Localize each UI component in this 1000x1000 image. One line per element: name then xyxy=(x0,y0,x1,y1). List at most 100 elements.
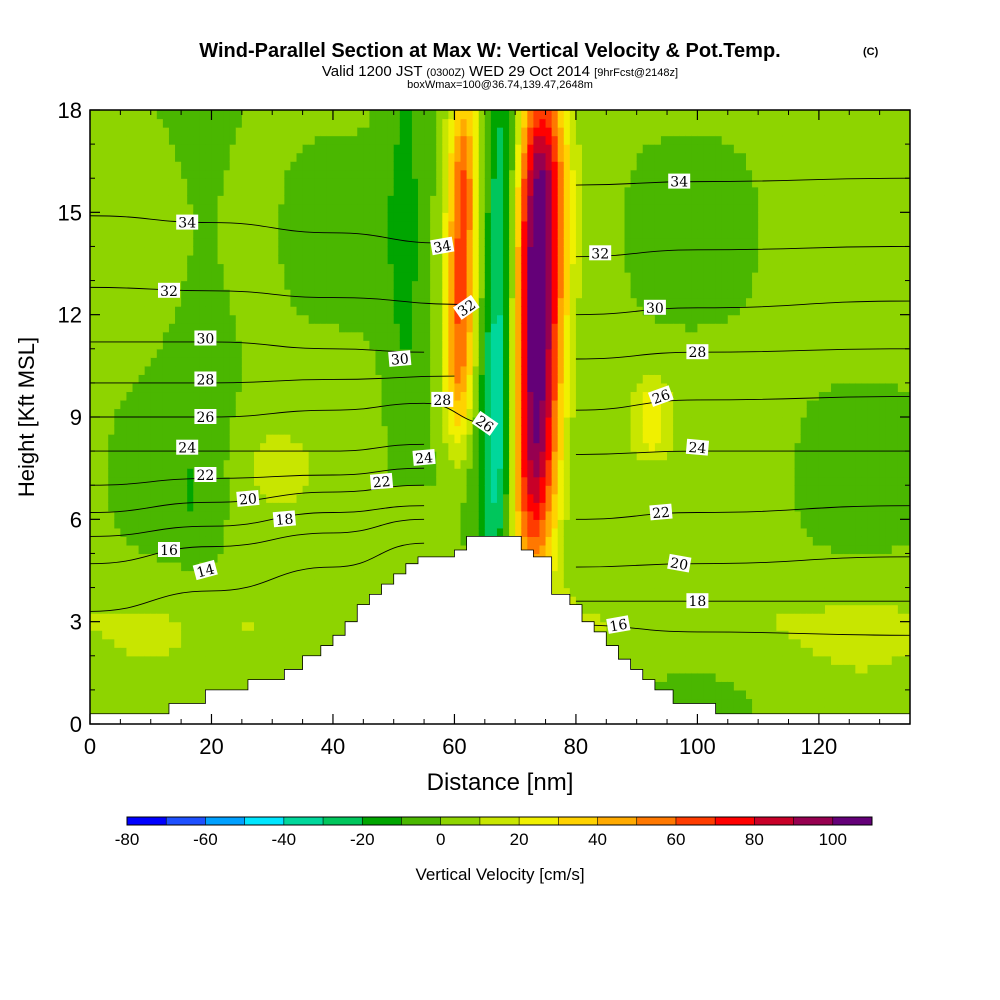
velocity-cell xyxy=(503,357,510,367)
velocity-cell xyxy=(150,391,158,401)
velocity-cell xyxy=(424,493,431,503)
velocity-cell xyxy=(314,110,322,120)
velocity-cell xyxy=(102,186,109,196)
velocity-cell xyxy=(96,246,103,256)
velocity-cell xyxy=(254,246,261,256)
velocity-cell xyxy=(339,314,346,324)
velocity-cell xyxy=(351,127,358,137)
velocity-cell xyxy=(424,220,431,230)
velocity-cell xyxy=(120,110,128,120)
velocity-cell xyxy=(96,331,103,341)
velocity-cell xyxy=(193,144,200,154)
velocity-cell xyxy=(211,493,219,503)
velocity-cell xyxy=(369,544,377,555)
velocity-cell xyxy=(102,587,109,597)
velocity-cell xyxy=(126,613,134,623)
velocity-cell xyxy=(217,434,225,444)
velocity-cell xyxy=(296,263,304,273)
velocity-cell xyxy=(90,408,97,418)
velocity-cell xyxy=(393,144,401,154)
velocity-cell xyxy=(120,451,128,461)
velocity-cell xyxy=(448,476,456,486)
velocity-cell xyxy=(108,613,115,623)
velocity-cell xyxy=(399,178,407,188)
velocity-cell xyxy=(308,536,316,546)
velocity-cell xyxy=(314,314,322,324)
velocity-cell xyxy=(156,314,164,324)
velocity-cell xyxy=(345,169,352,179)
velocity-cell xyxy=(187,348,194,358)
velocity-cell xyxy=(424,118,431,128)
velocity-cell xyxy=(266,246,273,256)
velocity-cell xyxy=(381,323,389,333)
velocity-cell xyxy=(260,655,267,665)
velocity-cell xyxy=(418,391,425,401)
velocity-cell xyxy=(138,417,146,427)
velocity-cell xyxy=(199,195,206,205)
velocity-cell xyxy=(393,127,401,137)
velocity-cell xyxy=(126,374,134,384)
velocity-cell xyxy=(156,357,164,367)
velocity-cell xyxy=(345,178,352,188)
velocity-cell xyxy=(181,127,188,137)
velocity-cell xyxy=(405,237,413,248)
velocity-cell xyxy=(247,570,255,580)
velocity-cell xyxy=(509,510,516,520)
velocity-cell xyxy=(138,476,146,486)
velocity-cell xyxy=(490,340,498,350)
velocity-cell xyxy=(260,348,267,358)
velocity-cell xyxy=(132,553,140,563)
velocity-cell xyxy=(436,254,443,265)
velocity-cell xyxy=(296,254,304,265)
velocity-cell xyxy=(411,399,419,410)
velocity-cell xyxy=(308,195,316,205)
velocity-cell xyxy=(120,442,128,452)
velocity-cell xyxy=(393,178,401,188)
velocity-cell xyxy=(199,348,206,358)
velocity-cell xyxy=(357,348,364,358)
velocity-cell xyxy=(290,212,298,222)
velocity-cell xyxy=(320,638,328,648)
velocity-cell xyxy=(436,297,443,307)
velocity-cell xyxy=(193,655,200,665)
velocity-cell xyxy=(484,246,492,256)
velocity-cell xyxy=(138,468,146,478)
velocity-cell xyxy=(302,161,310,171)
velocity-cell xyxy=(308,340,316,350)
velocity-cell xyxy=(496,399,504,410)
velocity-cell xyxy=(345,451,352,461)
velocity-cell xyxy=(278,647,285,657)
velocity-cell xyxy=(411,135,419,145)
velocity-cell xyxy=(144,178,152,188)
velocity-cell xyxy=(278,220,285,230)
velocity-cell xyxy=(168,254,176,265)
velocity-cell xyxy=(296,408,304,418)
velocity-cell xyxy=(405,203,413,213)
velocity-cell xyxy=(436,417,443,427)
velocity-cell xyxy=(339,220,346,230)
velocity-cell xyxy=(339,289,346,299)
velocity-cell xyxy=(308,314,316,324)
velocity-cell xyxy=(387,237,395,248)
velocity-cell xyxy=(211,672,219,682)
velocity-cell xyxy=(199,425,206,435)
velocity-cell xyxy=(150,417,158,427)
velocity-cell xyxy=(235,476,243,486)
velocity-cell xyxy=(290,604,298,614)
velocity-cell xyxy=(254,340,261,350)
velocity-cell xyxy=(132,229,140,239)
velocity-cell xyxy=(478,297,486,307)
velocity-cell xyxy=(320,553,328,563)
velocity-cell xyxy=(399,476,407,486)
velocity-cell xyxy=(235,570,243,580)
velocity-cell xyxy=(175,638,182,648)
velocity-cell xyxy=(436,340,443,350)
velocity-cell xyxy=(296,442,304,452)
velocity-cell xyxy=(472,289,480,299)
velocity-cell xyxy=(108,476,115,486)
velocity-cell xyxy=(357,417,364,427)
velocity-cell xyxy=(193,638,200,648)
velocity-cell xyxy=(442,348,449,358)
velocity-cell xyxy=(272,246,279,256)
velocity-cell xyxy=(369,570,377,580)
